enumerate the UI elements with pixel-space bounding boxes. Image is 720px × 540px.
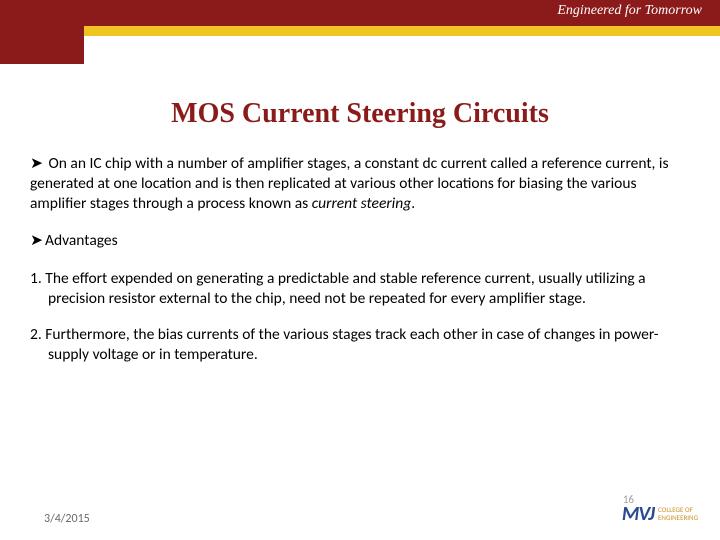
advantages-heading: Advantages: [45, 231, 118, 250]
page-number: 16: [623, 493, 634, 506]
header-bar: Engineered for Tomorrow: [0, 0, 720, 26]
logo-subtext: COLLEGE OF ENGINEERING: [658, 506, 698, 521]
intro-text-post: .: [411, 194, 415, 213]
slide-content: ➤ On an IC chip with a number of amplifi…: [0, 154, 720, 365]
bullet-icon: ➤: [30, 231, 43, 251]
tagline: Engineered for Tomorrow: [557, 3, 702, 19]
logo-sub2: ENGINEERING: [658, 514, 698, 522]
advantage-2: 2. Furthermore, the bias currents of the…: [30, 325, 690, 365]
slide-title: MOS Current Steering Circuits: [0, 98, 720, 130]
intro-paragraph: ➤ On an IC chip with a number of amplifi…: [30, 154, 690, 213]
intro-text-italic: current steering: [312, 194, 411, 213]
footer-date: 3/4/2015: [44, 512, 90, 526]
advantages-heading-row: ➤Advantages: [30, 231, 690, 251]
accent-gold: [84, 26, 720, 36]
bullet-icon: ➤: [30, 154, 43, 174]
accent-bar: [0, 26, 720, 64]
accent-crimson: [0, 26, 84, 64]
footer: 3/4/2015 16 MVJ COLLEGE OF ENGINEERING: [0, 502, 720, 526]
advantage-1: 1. The effort expended on generating a p…: [30, 269, 690, 309]
